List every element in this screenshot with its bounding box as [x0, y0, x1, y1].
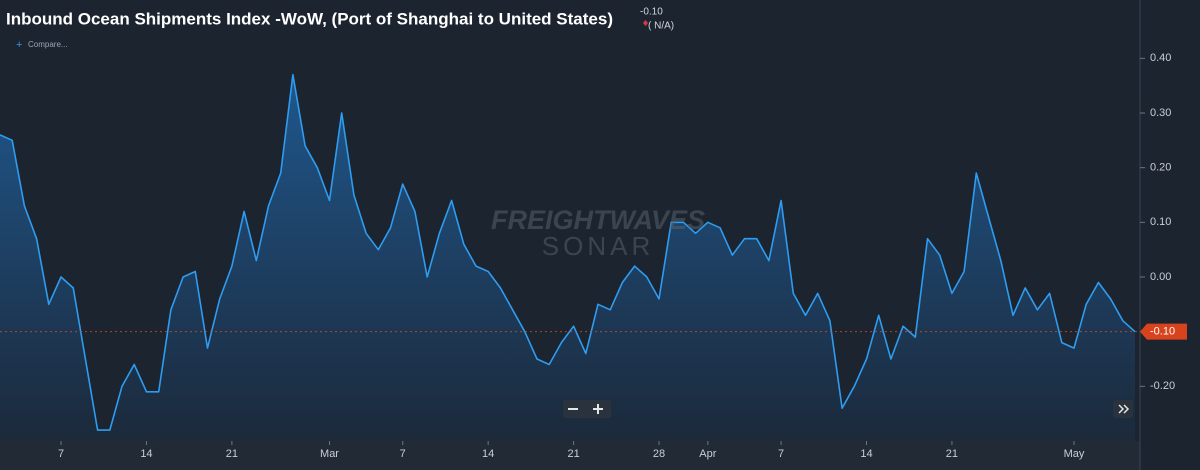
y-tick-label: 0.20: [1150, 162, 1171, 174]
x-tick-label: 7: [58, 448, 64, 460]
y-tick-label: 0.00: [1150, 271, 1171, 283]
x-tick-label: 21: [567, 448, 579, 460]
last-value-tag: [1140, 323, 1187, 340]
x-tick-label: 7: [400, 448, 406, 460]
x-tick-label: 21: [946, 448, 958, 460]
x-tick-label: Apr: [699, 448, 716, 460]
x-tick-label: 14: [140, 448, 152, 460]
zoom-controls: [563, 400, 611, 418]
zoom-in[interactable]: [593, 404, 603, 414]
x-tick-label: May: [1064, 448, 1085, 460]
change-indicator: [643, 20, 648, 26]
plot-area: [0, 73, 1140, 441]
scroll-latest[interactable]: [1113, 400, 1133, 418]
watermark-brand: FREIGHTWAVES: [491, 205, 705, 235]
last-value-label: -0.10: [1150, 326, 1175, 338]
watermark-product: SONAR: [542, 231, 654, 261]
y-tick-label: 0.30: [1150, 107, 1171, 119]
chart-title: Inbound Ocean Shipments Index -WoW, (Por…: [6, 9, 613, 28]
x-tick-label: 21: [226, 448, 238, 460]
y-tick-label: 0.10: [1150, 216, 1171, 228]
x-tick-label: 14: [860, 448, 872, 460]
area-fill: [0, 74, 1135, 441]
y-tick-label: -0.20: [1150, 380, 1175, 392]
compare-button[interactable]: Compare...: [28, 40, 68, 49]
x-axis-band: [0, 441, 1140, 470]
change-value: ( N/A): [648, 21, 674, 32]
series-line: [0, 73, 1136, 431]
x-tick-label: Mar: [320, 448, 339, 460]
compare-icon[interactable]: +: [16, 39, 22, 51]
x-tick-label: 14: [482, 448, 494, 460]
x-tick-label: 28: [653, 448, 665, 460]
x-tick-label: 7: [778, 448, 784, 460]
current-value: -0.10: [640, 7, 663, 18]
scroll-icon: [1118, 404, 1130, 414]
y-tick-label: 0.40: [1150, 52, 1171, 64]
